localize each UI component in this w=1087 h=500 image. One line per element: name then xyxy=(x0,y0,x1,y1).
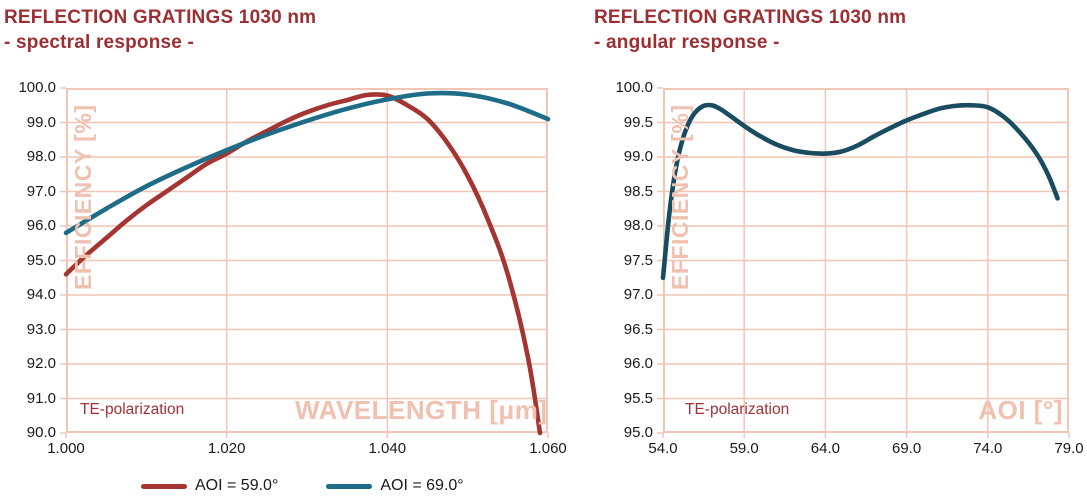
y-tick-label: 96.5 xyxy=(623,320,653,338)
chart-title: REFLECTION GRATINGS 1030 nm xyxy=(594,7,907,28)
chart-subtitle: - spectral response - xyxy=(4,32,195,53)
legend-item-aoi-69: AOI = 69.0° xyxy=(326,477,464,495)
x-tick-label: 59.0 xyxy=(729,440,759,457)
x-tick-label: 1.020 xyxy=(207,440,246,457)
x-tick-label: 1.040 xyxy=(368,440,407,457)
x-tick-label: 1.000 xyxy=(47,440,85,457)
y-tick-label: 97.0 xyxy=(26,182,56,200)
x-tick-label: 64.0 xyxy=(810,440,840,457)
polarization-annotation: TE-polarization xyxy=(685,401,790,418)
x-tick-label: 54.0 xyxy=(648,440,678,457)
y-tick-label: 95.5 xyxy=(623,389,653,407)
y-tick-label: 97.0 xyxy=(623,286,653,303)
y-tick-label: 98.0 xyxy=(623,217,653,234)
legend-line-swatch-red xyxy=(141,483,187,489)
x-tick-label: 69.0 xyxy=(891,440,922,457)
y-tick-label: 95.0 xyxy=(623,424,653,441)
plot-area xyxy=(60,87,551,438)
y-tick-label: 95.0 xyxy=(26,251,56,269)
y-tick-label: 92.0 xyxy=(26,355,56,372)
legend-item-aoi-59: AOI = 59.0° xyxy=(141,477,278,495)
polarization-annotation: TE-polarization xyxy=(80,401,185,418)
x-axis-label: AOI [°] xyxy=(978,395,1063,425)
legend-line-swatch-teal xyxy=(326,483,373,489)
legend-label: AOI = 59.0° xyxy=(195,477,279,494)
y-tick-label: 94.0 xyxy=(26,286,56,303)
y-tick-label: 96.0 xyxy=(623,355,653,372)
chart-title: REFLECTION GRATINGS 1030 nm xyxy=(4,7,317,28)
y-tick-label: 99.0 xyxy=(26,113,56,131)
chart-title-block: REFLECTION GRATINGS 1030 nm - spectral r… xyxy=(4,5,316,55)
y-tick-label: 90.0 xyxy=(26,424,56,441)
x-tick-label: 74.0 xyxy=(973,440,1003,457)
x-tick-label: 79.0 xyxy=(1054,440,1084,457)
y-tick-label: 100.0 xyxy=(18,79,56,96)
chart-title-block: REFLECTION GRATINGS 1030 nm - angular re… xyxy=(594,5,906,55)
y-tick-label: 99.5 xyxy=(623,113,653,131)
chart-subtitle: - angular response - xyxy=(594,32,780,53)
y-tick-label: 98.0 xyxy=(26,148,56,165)
x-tick-label: 1.060 xyxy=(529,440,567,457)
y-tick-label: 91.0 xyxy=(26,389,56,407)
y-tick-label: 96.0 xyxy=(26,217,56,234)
y-tick-label: 93.0 xyxy=(26,320,56,338)
plot-area xyxy=(657,87,1070,438)
y-tick-label: 97.5 xyxy=(623,251,653,269)
y-tick-label: 98.5 xyxy=(623,182,653,200)
y-tick-label: 100.0 xyxy=(615,79,653,96)
legend-label: AOI = 69.0° xyxy=(380,477,464,494)
x-axis-label: WAVELENGTH [μm] xyxy=(295,395,548,425)
legend: AOI = 59.0° AOI = 69.0° xyxy=(141,477,464,495)
y-axis-label: EFFICIENCY [%] xyxy=(667,104,693,290)
y-tick-label: 99.0 xyxy=(623,148,653,165)
